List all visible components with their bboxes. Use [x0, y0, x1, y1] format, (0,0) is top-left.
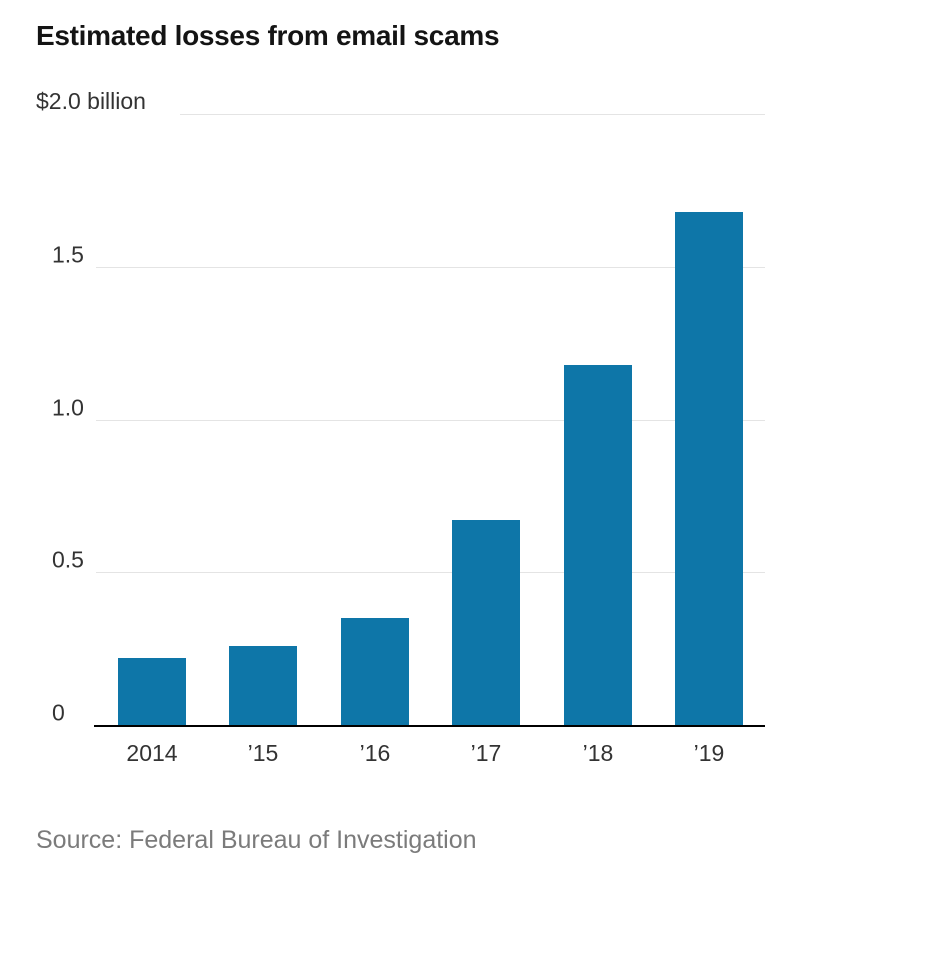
gridline — [96, 420, 765, 421]
x-tick-label: 2014 — [126, 740, 178, 766]
x-tick-label: ’18 — [582, 740, 614, 766]
gridline — [180, 114, 765, 115]
y-tick-label: 0 — [52, 699, 65, 726]
x-tick-label: ’19 — [693, 740, 725, 766]
bar-2014 — [118, 658, 186, 725]
y-tick-label: 0.5 — [52, 546, 84, 573]
x-tick-label: ’16 — [359, 740, 391, 766]
x-axis-line — [94, 725, 765, 727]
y-axis-top-label: $2.0 billion — [36, 88, 146, 114]
bar-18 — [564, 365, 632, 725]
source-note: Source: Federal Bureau of Investigation — [36, 826, 477, 854]
x-tick-label: ’17 — [470, 740, 502, 766]
y-tick-label: 1.0 — [52, 394, 84, 421]
chart-title: Estimated losses from email scams — [36, 20, 500, 51]
bar-16 — [341, 618, 409, 725]
gridline — [96, 267, 765, 268]
bar-17 — [452, 520, 520, 725]
bar-19 — [675, 212, 743, 725]
x-tick-label: ’15 — [247, 740, 279, 766]
gridline — [96, 572, 765, 573]
bar-15 — [229, 646, 297, 725]
y-tick-label: 1.5 — [52, 241, 84, 268]
